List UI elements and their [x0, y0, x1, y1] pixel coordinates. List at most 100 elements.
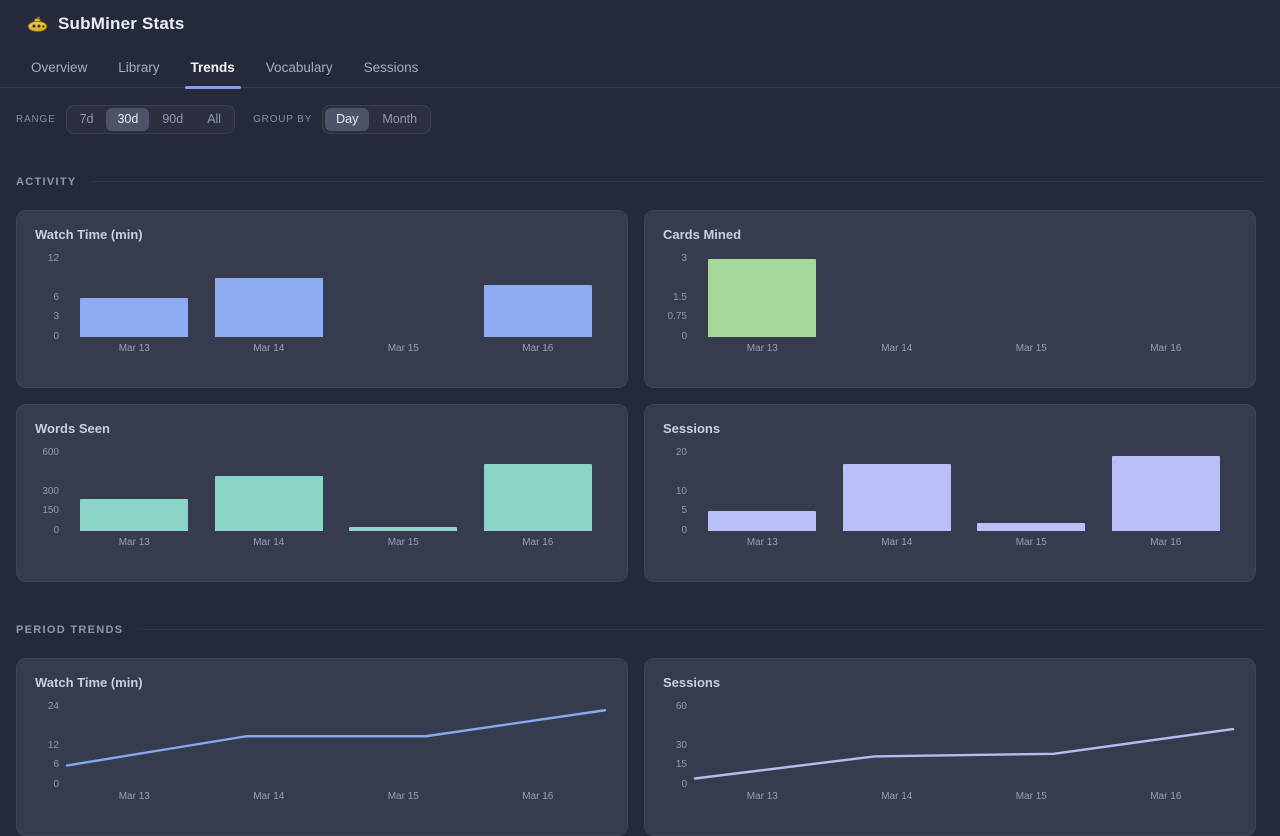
y-axis-tick: 300 [42, 485, 59, 497]
x-axis-label: Mar 13 [118, 536, 150, 548]
y-axis-tick: 60 [675, 700, 687, 712]
tab-overview[interactable]: Overview [31, 60, 88, 75]
y-axis-tick: 12 [47, 252, 59, 264]
bar-slot [336, 259, 471, 337]
chart-grid: Watch Time (min) 12 6 3 0 Mar 13 Mar 14 Mar 15 M… [16, 209, 1256, 582]
bar-slot [471, 453, 606, 531]
bar [80, 297, 189, 337]
bar [483, 464, 592, 531]
app-header: SubMiner Stats Overview Library Trends Voca… [0, 14, 1280, 89]
group-option-day[interactable]: Day [325, 108, 370, 131]
range-option-90d[interactable]: 90d [151, 108, 194, 131]
bar-slot [830, 453, 965, 531]
group-segment: Day Month [322, 105, 432, 134]
bar [1111, 456, 1220, 531]
page-title: SubMiner Stats [58, 14, 185, 33]
bar-slot [67, 259, 202, 337]
plot-area: 600 300 150 0 [42, 447, 606, 535]
group-option-month[interactable]: Month [371, 108, 428, 131]
x-axis-label: Mar 16 [522, 342, 554, 354]
x-axis-label: Mar 14 [253, 342, 285, 354]
plot-area: 60 30 15 0 [676, 701, 1233, 789]
x-axis-labels: Mar 13 Mar 14 Mar 15 Mar 16 [695, 343, 1233, 354]
y-axis-tick: 6 [53, 759, 59, 770]
y-axis-tick: 24 [47, 700, 59, 712]
y-axis-tick: 0 [53, 524, 59, 536]
bar-slot [830, 259, 965, 337]
plot-area: 20 10 5 0 [676, 447, 1234, 535]
x-axis-label: Mar 13 [746, 790, 778, 802]
bar-slot [695, 453, 830, 531]
y-axis-tick: 20 [675, 446, 687, 458]
chart-title: Words Seen [35, 420, 110, 436]
tab-sessions[interactable]: Sessions [363, 60, 419, 75]
bar-slot [202, 259, 337, 337]
chart-title: Watch Time (min) [35, 674, 143, 690]
y-axis-tick: 0 [681, 330, 687, 342]
tab-bar: Overview Library Trends Vocabulary Sessions [0, 34, 1280, 89]
tab-library[interactable]: Library [118, 60, 160, 75]
chart-card-activity-watch-time: Watch Time (min) 12 6 3 0 Mar 13 Mar 14 Mar 15 M… [16, 209, 628, 388]
submarine-icon [27, 16, 48, 33]
range-option-7d[interactable]: 7d [69, 108, 105, 131]
bar-slot [67, 453, 202, 531]
range-option-30d[interactable]: 30d [106, 108, 150, 131]
bar [708, 511, 817, 531]
section-title: PERIOD TRENDS [16, 623, 124, 636]
bar [349, 526, 458, 531]
chart-card-trend-sessions: Sessions 60 30 15 0 Mar 13 Mar 14 Mar 15 Mar 16 [644, 657, 1256, 836]
trend-line-chart [695, 707, 1233, 785]
chart-grid: Watch Time (min) 24 12 6 0 Mar 13 Mar 14 Mar 15… [16, 657, 1256, 836]
bar-slot [1099, 453, 1234, 531]
y-axis-tick: 3 [53, 311, 59, 322]
y-axis-tick: 0.75 [667, 311, 687, 322]
group-by-label: GROUP BY [253, 113, 313, 125]
bar-slot [336, 453, 471, 531]
x-axis-label: Mar 16 [522, 790, 554, 802]
y-axis-tick: 12 [47, 739, 59, 751]
x-axis-label: Mar 16 [1150, 536, 1182, 548]
bar-slot [695, 258, 830, 337]
bar [977, 522, 1086, 531]
section-divider [90, 181, 1264, 182]
tab-trends[interactable]: Trends [184, 60, 242, 89]
x-axis-label: Mar 14 [881, 536, 913, 548]
x-axis-labels: Mar 13 Mar 14 Mar 15 Mar 16 [67, 791, 605, 802]
y-axis-tick: 1.5 [673, 291, 687, 303]
chart-title: Sessions [663, 420, 721, 436]
range-option-all[interactable]: All [196, 108, 232, 131]
y-axis-tick: 150 [42, 505, 59, 516]
x-axis-labels: Mar 13 Mar 14 Mar 15 Mar 16 [695, 791, 1233, 802]
x-axis-label: Mar 15 [1015, 790, 1047, 802]
tab-vocabulary[interactable]: Vocabulary [265, 60, 333, 75]
y-axis-tick: 0 [681, 778, 687, 790]
x-axis-labels: Mar 13 Mar 14 Mar 15 Mar 16 [695, 537, 1233, 548]
bar [708, 258, 817, 337]
range-segment: 7d 30d 90d All [65, 105, 236, 134]
trend-line [695, 729, 1233, 778]
x-axis-label: Mar 16 [1150, 790, 1182, 802]
chart-card-activity-words-seen: Words Seen 600 300 150 0 Mar 13 Mar 14 Mar 15 Ma… [16, 403, 628, 582]
x-axis-labels: Mar 13 Mar 14 Mar 15 Mar 16 [67, 537, 605, 548]
y-axis-tick: 3 [681, 252, 687, 264]
chart-title: Watch Time (min) [35, 226, 143, 242]
bar-slot [1099, 259, 1234, 337]
plot-area: 3 1.5 0.75 0 [668, 253, 1234, 341]
plot-area: 24 12 6 0 [48, 701, 605, 789]
bar [842, 464, 951, 531]
bar [483, 284, 592, 337]
x-axis-label: Mar 16 [522, 536, 554, 548]
section-divider [137, 629, 1264, 630]
x-axis-labels: Mar 13 Mar 14 Mar 15 Mar 16 [67, 343, 605, 354]
x-axis-label: Mar 16 [1150, 342, 1182, 354]
x-axis-label: Mar 15 [387, 342, 419, 354]
section-period-trends: PERIOD TRENDS Watch Time (min) 24 12 6 0 Mar 1… [16, 624, 1264, 836]
x-axis-label: Mar 15 [387, 536, 419, 548]
x-axis-label: Mar 15 [387, 790, 419, 802]
x-axis-label: Mar 15 [1015, 342, 1047, 354]
trend-line-chart [67, 707, 605, 785]
y-axis-tick: 15 [675, 759, 687, 770]
x-axis-label: Mar 13 [746, 536, 778, 548]
y-axis-tick: 0 [53, 778, 59, 790]
bar [80, 499, 189, 531]
